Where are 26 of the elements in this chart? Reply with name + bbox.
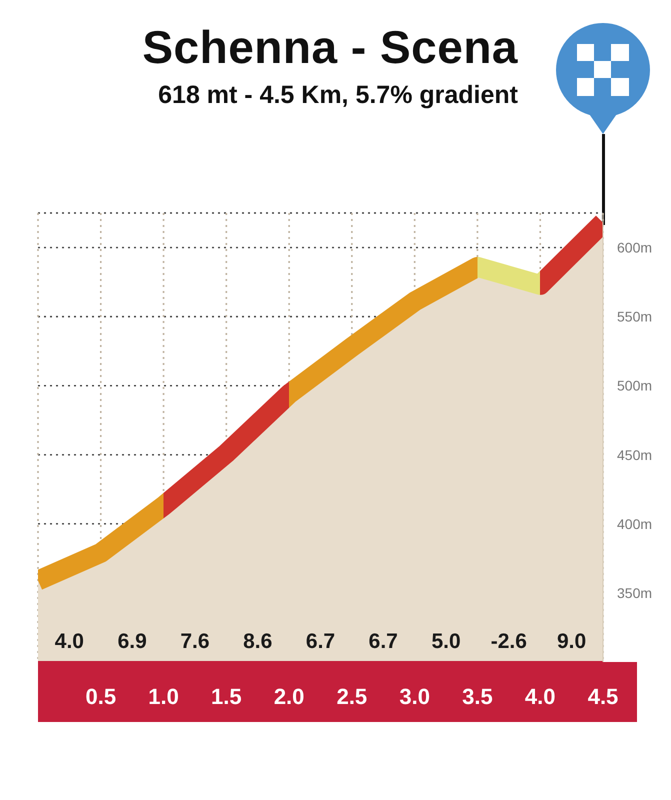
y-tick-label: 350m bbox=[617, 584, 652, 601]
annotation: 6.7 bbox=[368, 630, 398, 653]
y-tick-label: 500m bbox=[617, 378, 652, 394]
annotation: 9.0 bbox=[557, 630, 586, 653]
x-tick-label: 3.0 bbox=[399, 684, 430, 709]
annotation: -2.6 bbox=[490, 630, 527, 653]
x-tick-label: 2.5 bbox=[336, 684, 368, 709]
x-tick-label: 4.0 bbox=[524, 684, 556, 709]
y-tick-label: 600m bbox=[617, 240, 652, 256]
x-tick-label: 3.5 bbox=[462, 684, 493, 709]
x-tick-label: 1.0 bbox=[148, 684, 179, 709]
y-tick-label: 400m bbox=[617, 516, 652, 532]
annotation: 6.9 bbox=[118, 630, 147, 653]
chart-title: Schenna - Scena bbox=[141, 20, 518, 74]
x-tick-label: 0.5 bbox=[85, 684, 116, 709]
annotation: 7.6 bbox=[180, 630, 210, 653]
annotation: 5.0 bbox=[431, 630, 461, 653]
x-tick-label: 4.5 bbox=[588, 684, 618, 709]
annotation: 4.0 bbox=[54, 630, 84, 653]
y-tick-label: 450m bbox=[617, 446, 652, 463]
chart-subtitle: 618 mt - 4.5 Km, 5.7% gradient bbox=[157, 80, 518, 111]
x-tick-label: 2.0 bbox=[274, 684, 304, 709]
x-tick-label: 1.5 bbox=[211, 684, 242, 709]
y-tick-label: 550m bbox=[617, 308, 652, 325]
annotation: 8.6 bbox=[243, 630, 272, 653]
annotation: 6.7 bbox=[306, 630, 336, 653]
